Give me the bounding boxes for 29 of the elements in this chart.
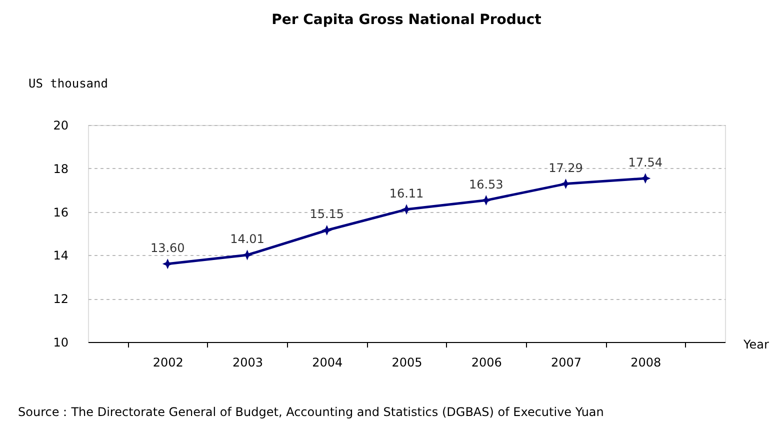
y-tick-label: 18	[53, 162, 68, 176]
point	[242, 250, 252, 260]
x-axis-title: Year	[742, 338, 769, 352]
data-label: 15.15	[310, 207, 344, 222]
y-tick-label: 16	[53, 205, 68, 220]
data-label: 16.11	[389, 186, 424, 200]
y-axis-title: US thousand	[28, 76, 108, 90]
point	[401, 204, 412, 215]
y-tick-label: 12	[53, 292, 68, 306]
data-label: 13.60	[150, 240, 185, 255]
y-tick-label: 14	[53, 248, 68, 263]
point	[560, 178, 571, 190]
chart-title: Per Capita Gross National Product	[272, 12, 542, 28]
data-label: 14.01	[230, 232, 264, 246]
data-label: 16.53	[468, 177, 504, 192]
x-tick-label: 2004	[312, 356, 343, 370]
x-tick-label: 2007	[550, 356, 582, 370]
data-label: 17.54	[628, 155, 663, 170]
y-tick-label: 10	[53, 336, 68, 350]
x-tick-label: 2005	[392, 356, 422, 370]
source-note: Source：The Directorate General of Budget, Accounting and Statistics (DGBAS) of Executive Yuan	[18, 405, 604, 419]
point	[322, 225, 332, 236]
x-tick-label: 2006	[471, 356, 502, 370]
x-tick-label: 2002	[152, 356, 184, 370]
point	[162, 258, 173, 270]
x-tick-label: 2008	[630, 356, 662, 370]
data-label: 17.29	[548, 160, 583, 175]
x-tick-label: 2003	[232, 356, 264, 370]
y-tick-label: 20	[53, 118, 68, 132]
